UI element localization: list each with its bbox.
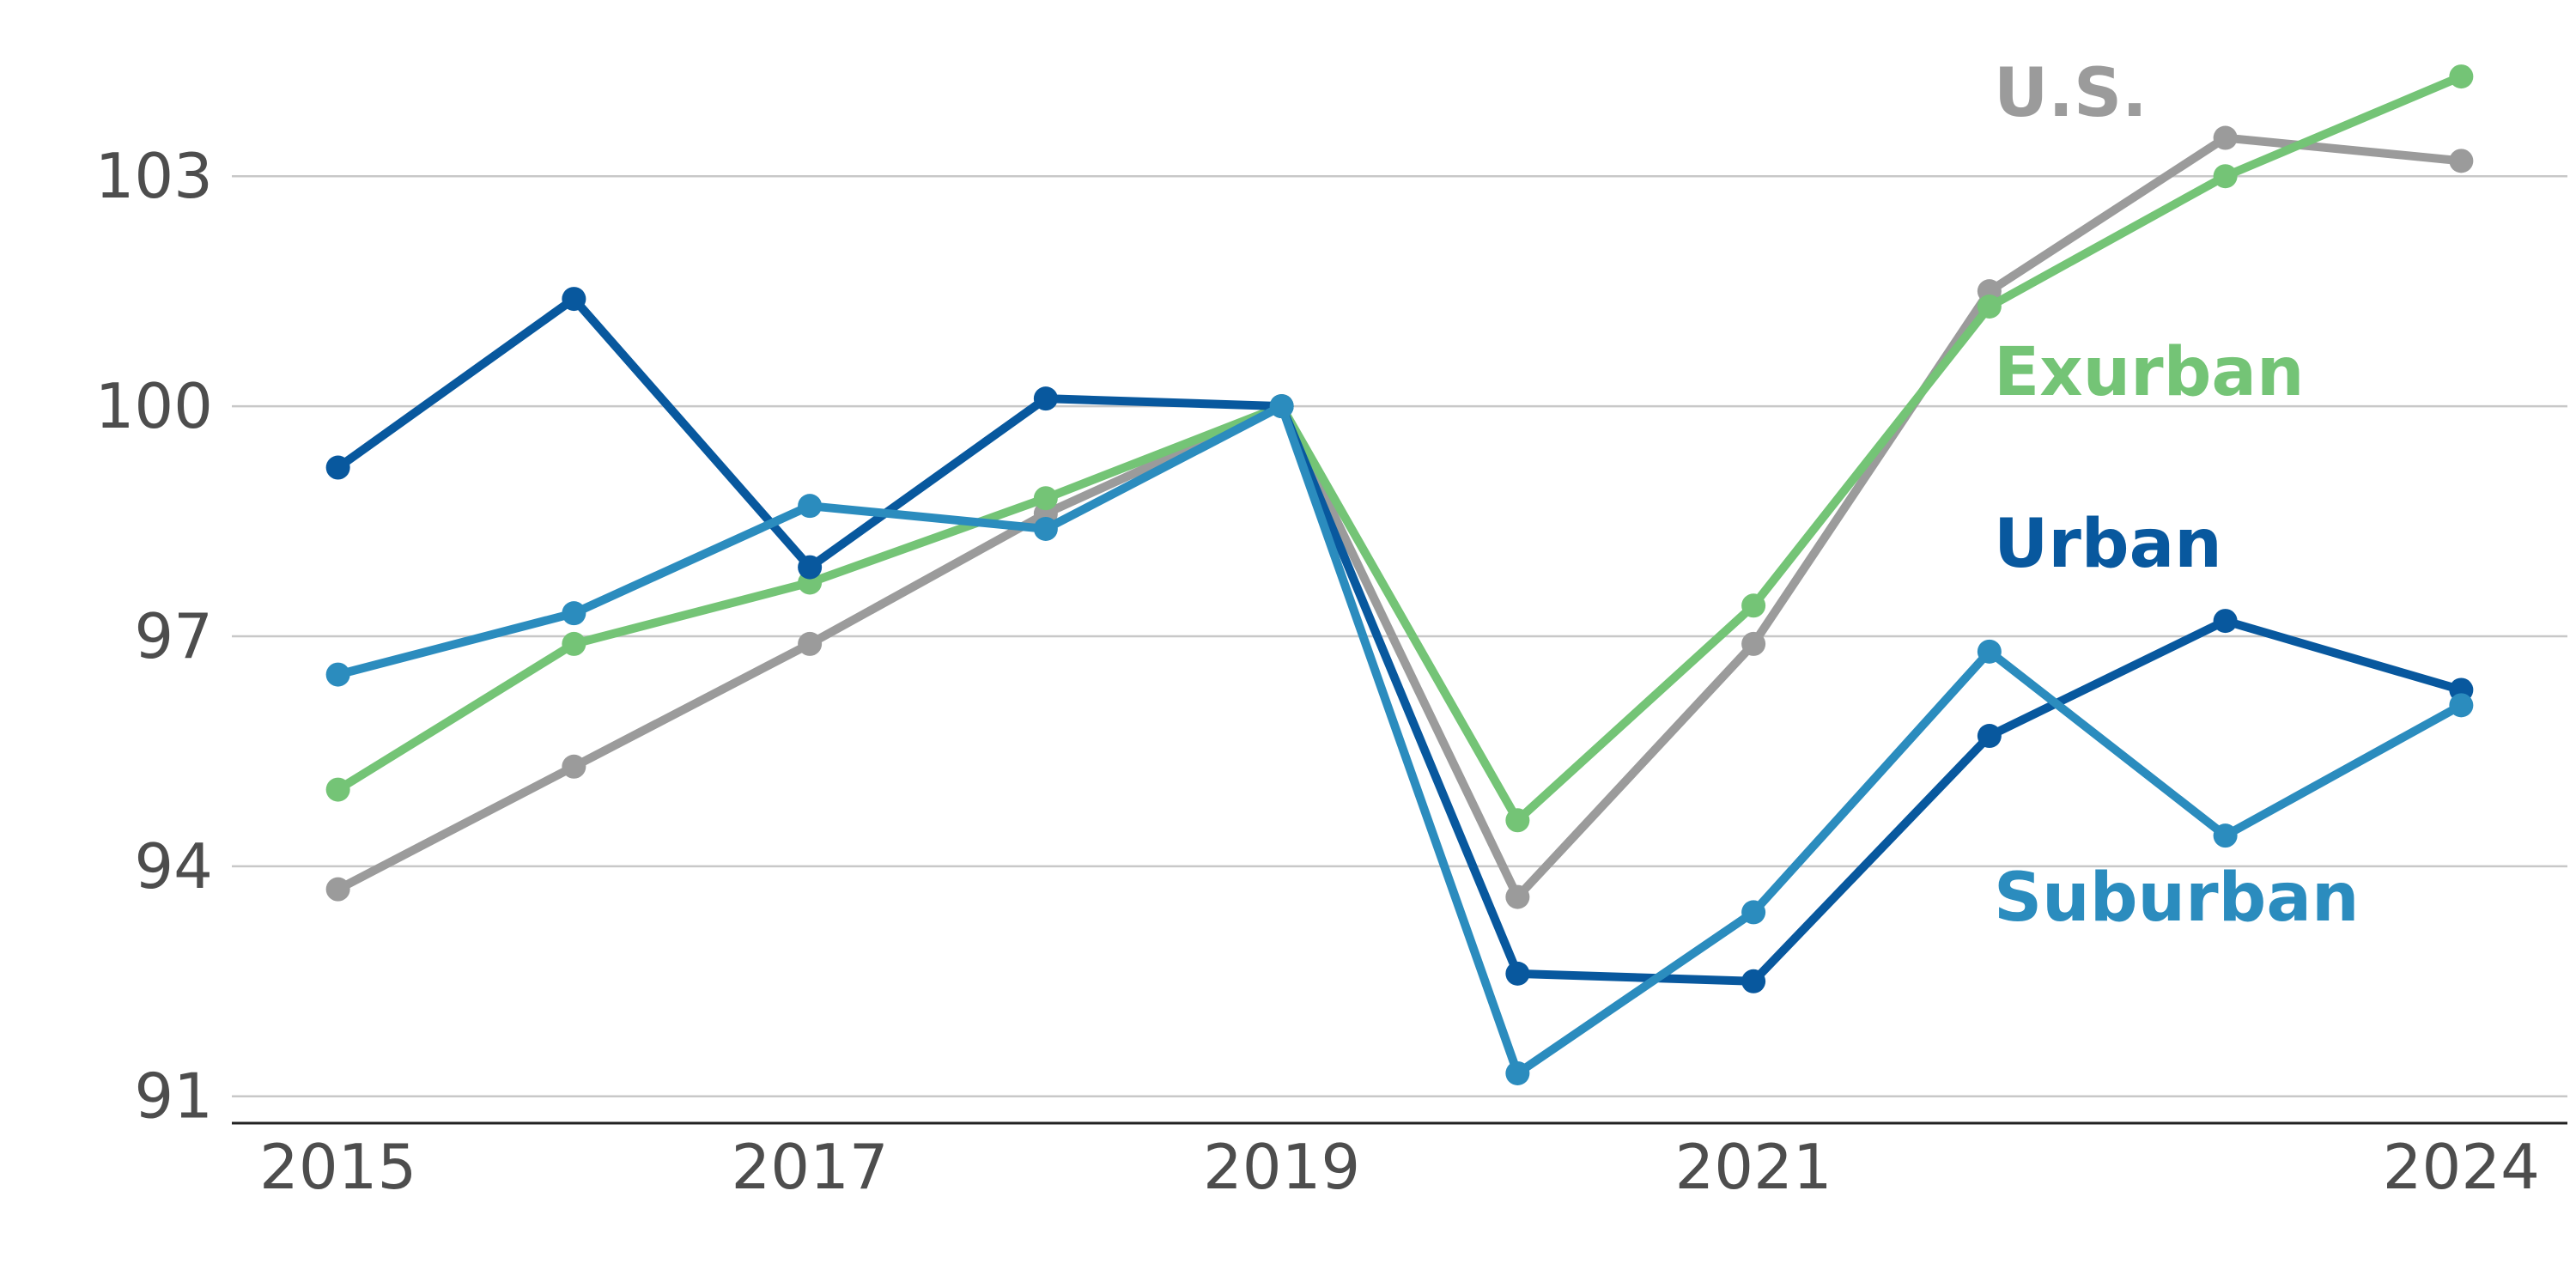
series-line-suburban bbox=[333, 402, 2466, 1078]
series-line-urban bbox=[333, 295, 2466, 986]
data-point-suburban bbox=[2449, 693, 2474, 718]
series-label-u-s: U.S. bbox=[1994, 55, 2148, 132]
series-group bbox=[325, 64, 2474, 1085]
y-tick-label: 94 bbox=[134, 830, 213, 902]
data-point-exurban bbox=[325, 777, 350, 802]
data-point-urban bbox=[562, 287, 586, 312]
series-line-u-s bbox=[333, 133, 2466, 902]
data-point-suburban bbox=[798, 494, 823, 519]
y-tick-label: 97 bbox=[134, 600, 213, 672]
data-point-exurban bbox=[1033, 486, 1058, 511]
data-point-exurban bbox=[1741, 593, 1766, 618]
data-point-urban bbox=[1505, 961, 1530, 986]
data-point-urban bbox=[1977, 724, 2002, 749]
data-point-u-s bbox=[325, 877, 350, 902]
data-point-urban bbox=[1741, 969, 1766, 993]
x-tick-label: 2021 bbox=[1675, 1131, 1832, 1203]
data-point-exurban bbox=[2213, 164, 2238, 189]
data-point-exurban bbox=[1977, 295, 2002, 319]
y-tick-label: 103 bbox=[95, 140, 213, 212]
data-point-u-s bbox=[562, 754, 586, 779]
data-point-suburban bbox=[325, 662, 350, 687]
data-point-u-s bbox=[1741, 631, 1766, 656]
data-point-u-s bbox=[1505, 884, 1530, 909]
y-tick-label: 100 bbox=[95, 370, 213, 442]
data-point-suburban bbox=[1741, 900, 1766, 925]
series-line-exurban bbox=[333, 72, 2466, 825]
data-point-u-s bbox=[798, 631, 823, 656]
x-tick-label: 2015 bbox=[259, 1131, 416, 1203]
y-tick-label: 91 bbox=[134, 1060, 213, 1133]
x-tick-labels: 2015 2017 2019 2021 2024 bbox=[259, 1131, 2540, 1203]
x-tick-label: 2024 bbox=[2383, 1131, 2540, 1203]
data-point-suburban bbox=[1269, 394, 1294, 419]
series-suburban bbox=[325, 394, 2474, 1085]
data-point-urban bbox=[798, 555, 823, 580]
x-tick-label: 2019 bbox=[1203, 1131, 1360, 1203]
data-point-suburban bbox=[1505, 1060, 1530, 1085]
data-point-exurban bbox=[2449, 64, 2474, 89]
series-label-urban: Urban bbox=[1994, 506, 2222, 583]
data-point-u-s bbox=[2213, 125, 2238, 150]
x-tick-label: 2017 bbox=[732, 1131, 889, 1203]
data-point-suburban bbox=[2213, 823, 2238, 848]
data-point-u-s bbox=[2449, 149, 2474, 173]
data-point-suburban bbox=[1033, 516, 1058, 541]
series-labels: U.S. Exurban Urban Suburban bbox=[1994, 55, 2360, 937]
data-point-urban bbox=[325, 455, 350, 480]
series-label-suburban: Suburban bbox=[1994, 860, 2360, 937]
data-point-exurban bbox=[562, 631, 586, 656]
data-point-suburban bbox=[562, 601, 586, 626]
data-point-exurban bbox=[1505, 808, 1530, 833]
data-point-urban bbox=[1033, 386, 1058, 411]
y-tick-labels: 91 94 97 100 103 bbox=[95, 140, 213, 1133]
data-point-suburban bbox=[1977, 639, 2002, 664]
gridlines bbox=[232, 174, 2567, 1097]
data-point-urban bbox=[2213, 609, 2238, 634]
series-exurban bbox=[325, 64, 2474, 833]
series-label-exurban: Exurban bbox=[1994, 334, 2305, 411]
